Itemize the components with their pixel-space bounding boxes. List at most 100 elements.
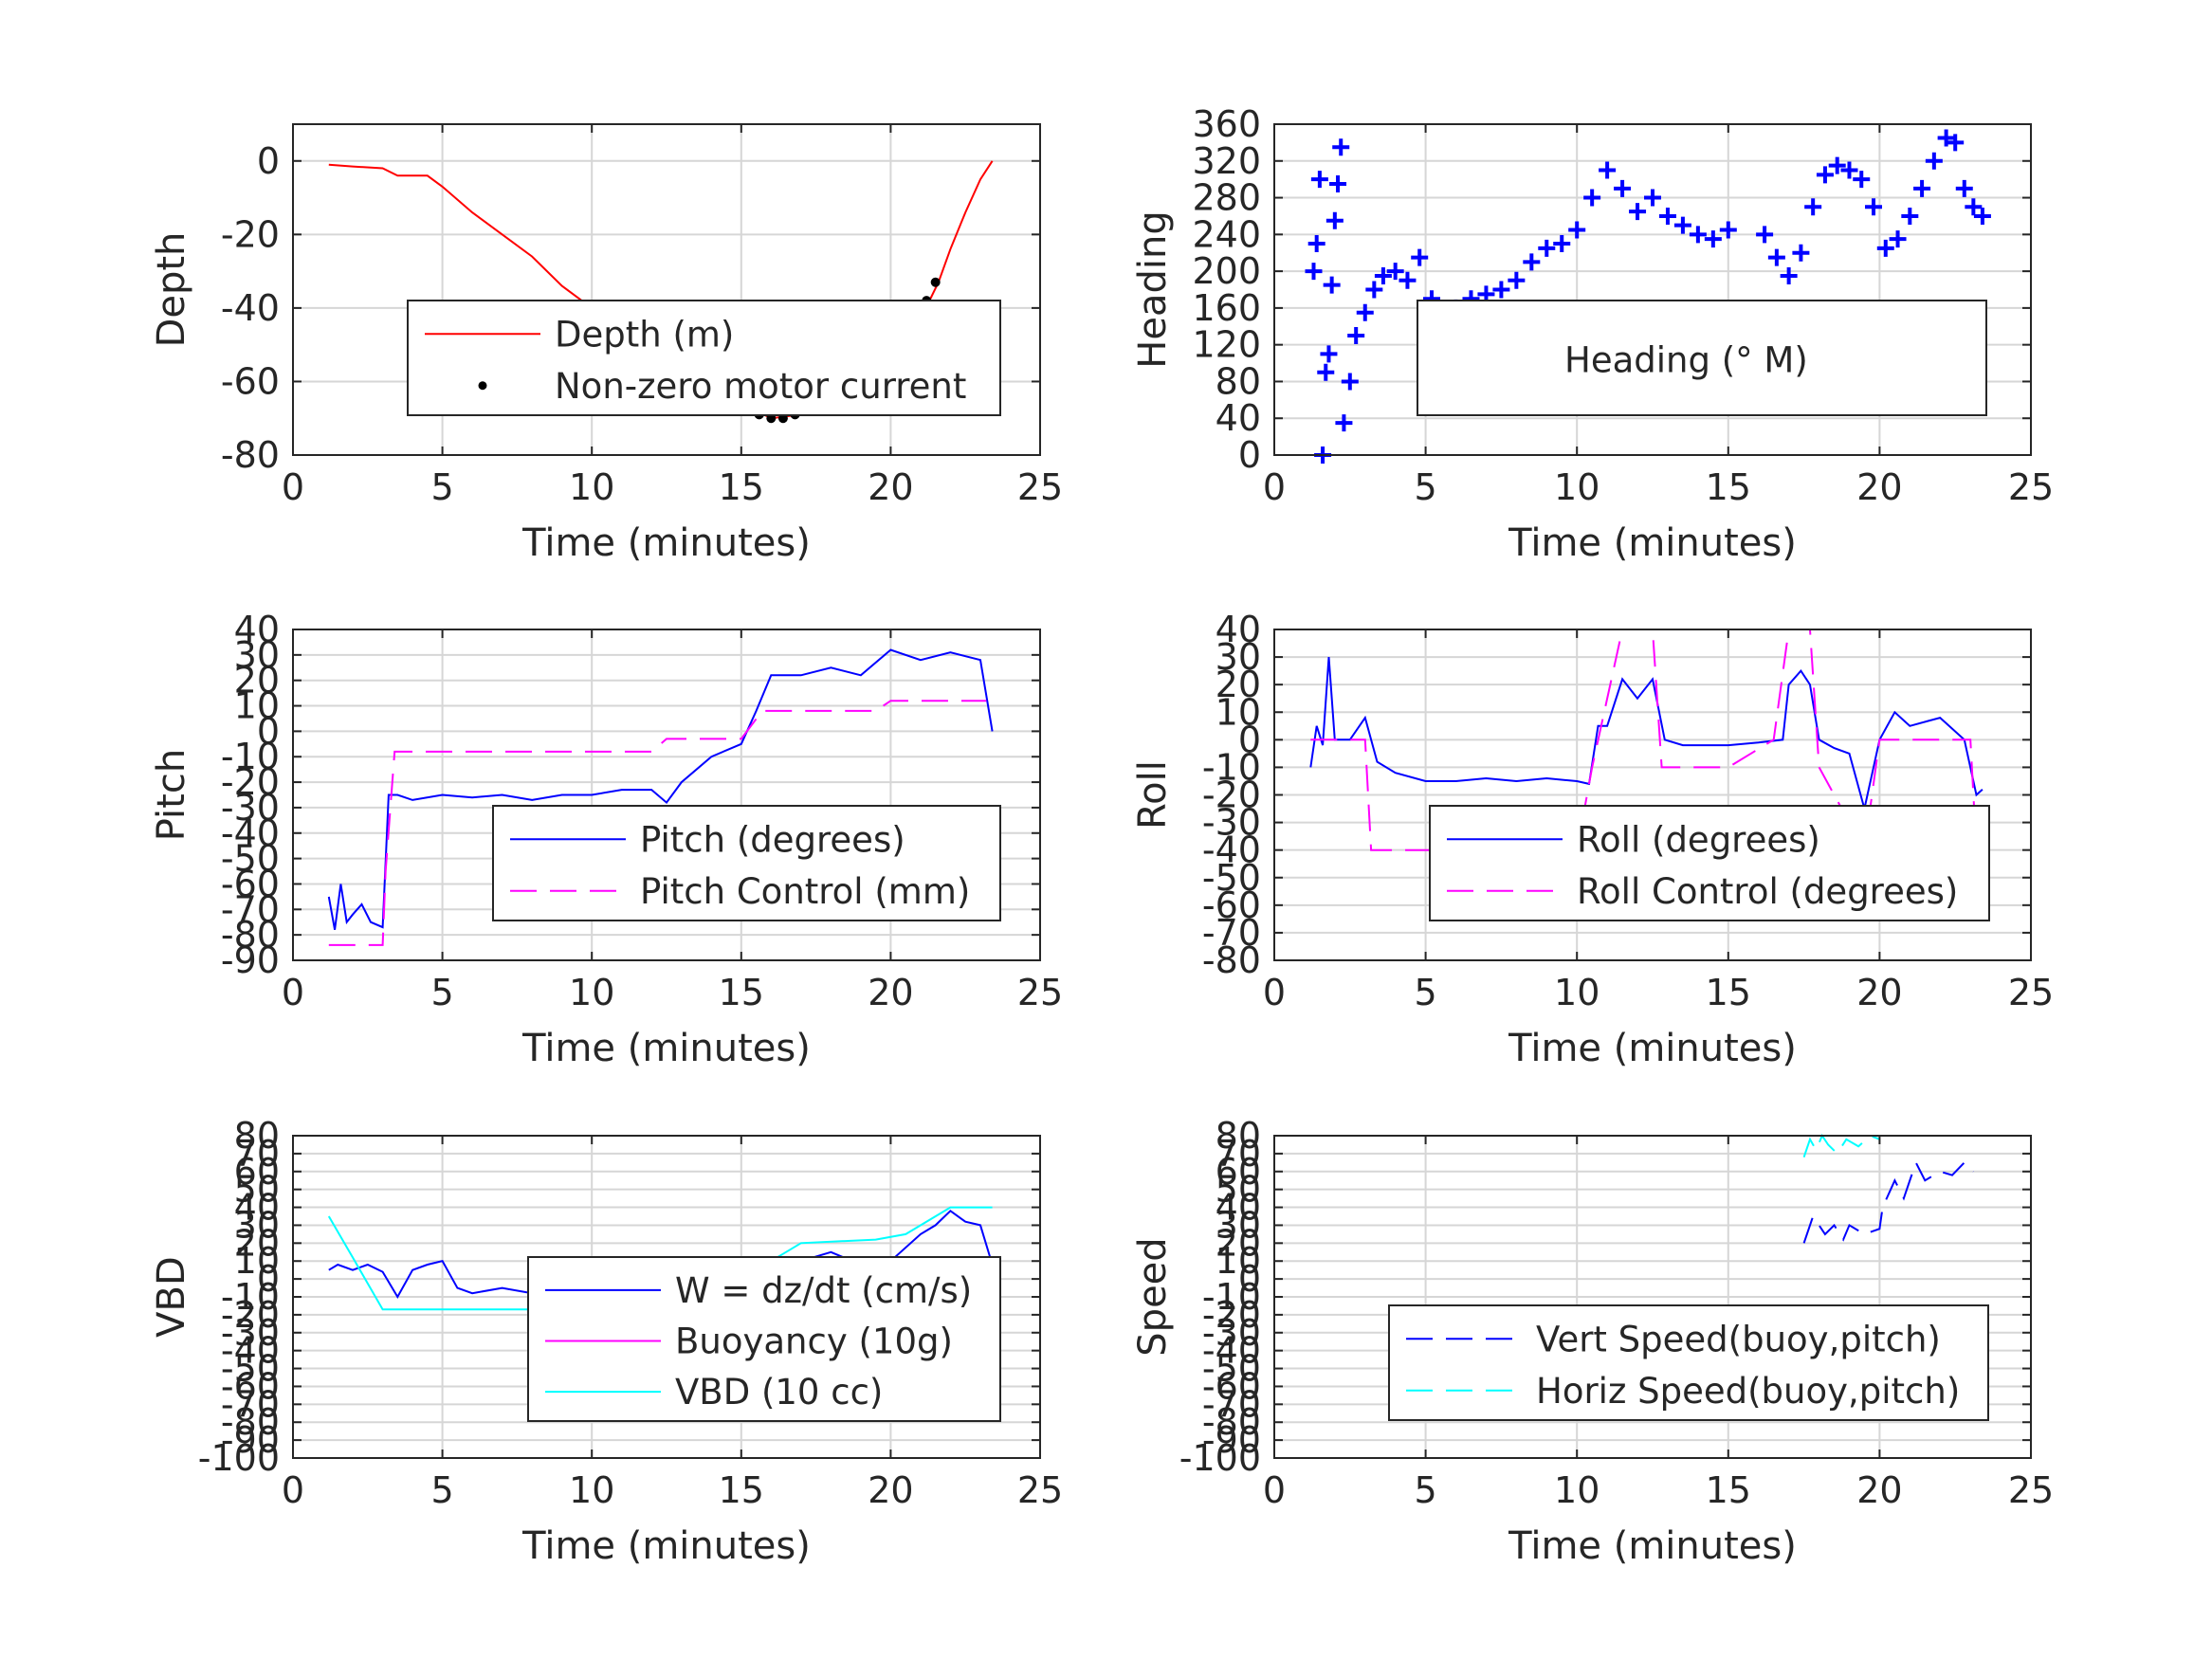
y-tick-label: -80 [221,434,280,476]
heading-point [1644,189,1661,207]
heading-point [1599,161,1617,179]
y-tick-label: -20 [1202,775,1261,816]
y-tick-label: 30 [234,1204,280,1246]
heading-point [1320,345,1338,363]
legend-label: W = dz/dt (cm/s) [675,1270,972,1311]
x-tick-label: 20 [1856,466,1902,508]
heading-point [1756,226,1774,244]
y-tick-label: -70 [221,1383,280,1425]
heading-point [1398,271,1417,289]
heading-point [1310,171,1328,189]
legend-label: Vert Speed(buoy,pitch) [1536,1319,1941,1359]
x-tick-label: 15 [719,1469,764,1511]
y-tick-label: 10 [234,1240,280,1282]
y-tick-label: 0 [257,140,280,182]
x-tick-label: 25 [1017,466,1063,508]
y-tick-label: 0 [257,1258,280,1300]
series-line-2 [1310,629,1978,853]
y-tick-label: -70 [221,888,280,930]
y-tick-label: 240 [1192,213,1261,255]
y-tick-label: 50 [234,1169,280,1211]
heading-point [1925,152,1943,170]
heading-point [1305,263,1323,281]
y-tick-label: -20 [1202,1294,1261,1336]
y-tick-label: 50 [1216,1169,1261,1211]
x-tick-label: 5 [1415,1469,1437,1511]
y-tick-label: -50 [221,838,280,880]
x-tick-label: 25 [1017,1469,1063,1511]
y-tick-label: 30 [234,634,280,676]
y-tick-label: -60 [221,360,280,402]
heading-point [1568,221,1586,239]
y-tick-label: -30 [221,787,280,829]
heading-point [1689,226,1707,244]
series-line-1 [1802,1159,1975,1244]
y-tick-label: 20 [1216,664,1261,705]
legend-label: Heading (° M) [1564,340,1808,381]
x-tick-label: 0 [1263,466,1286,508]
y-tick-label: 20 [234,660,280,702]
x-tick-label: 15 [719,972,764,1013]
heading-point [1973,207,1991,225]
y-tick-label: -10 [221,736,280,777]
y-tick-label: -90 [221,1419,280,1461]
legend-box [492,805,1001,921]
y-tick-label: -90 [221,939,280,981]
subplot-6: 0 5 10 15 20 2580706050403020100-10-20-30-40-… [1131,1115,2054,1568]
legend-label: Depth (m) [555,314,734,355]
heading-point [1901,207,1919,225]
y-tick-label: 10 [1216,691,1261,733]
x-tick-label: 20 [868,1469,913,1511]
y-tick-label: 10 [234,685,280,727]
y-axis-label: Heading [1131,210,1175,368]
y-tick-label: 10 [1216,1240,1261,1282]
heading-point [1492,281,1510,299]
heading-point [1792,244,1810,262]
x-tick-label: 20 [1856,972,1902,1013]
y-tick-label: 30 [1216,636,1261,678]
x-axis-label: Time (minutes) [1508,1524,1797,1568]
x-tick-label: 15 [1706,972,1751,1013]
x-tick-label: 10 [1554,1469,1600,1511]
y-tick-label: -40 [221,1330,280,1372]
y-tick-label: -40 [221,812,280,854]
heading-point [1356,303,1374,321]
y-tick-label: -80 [221,914,280,956]
y-tick-label: -60 [1202,884,1261,926]
y-axis-label: Speed [1131,1237,1175,1356]
x-tick-label: 10 [569,972,614,1013]
heading-point [1583,189,1601,207]
legend: Depth (m) Non-zero motor current [407,300,1001,416]
x-tick-label: 5 [431,466,454,508]
y-tick-label: 120 [1192,324,1261,366]
heading-point [1853,171,1871,189]
heading-point [1386,263,1404,281]
y-tick-label: 70 [234,1133,280,1175]
y-tick-label: -20 [221,213,280,255]
y-tick-label: 0 [1238,1258,1261,1300]
y-tick-label: -100 [1179,1437,1261,1479]
y-tick-label: 60 [1216,1151,1261,1193]
legend-label: Non-zero motor current [555,366,966,407]
heading-point [1553,235,1571,253]
y-tick-label: 20 [1216,1222,1261,1264]
legend: W = dz/dt (cm/s) Buoyancy (10g) VBD (10 cc… [527,1256,1001,1422]
y-tick-label: -30 [221,1312,280,1354]
heading-point [1937,129,1955,147]
series-line-1 [327,648,994,930]
y-tick-label: -10 [1202,1276,1261,1318]
heading-point [1955,179,1973,197]
series-line-1 [1309,657,1983,810]
x-tick-label: 25 [2008,466,2054,508]
x-tick-label: 0 [282,1469,304,1511]
legend: Vert Speed(buoy,pitch) Horiz Speed(buoy,p… [1388,1304,1989,1421]
heading-point [1658,207,1676,225]
heading-point [1876,239,1894,257]
y-tick-label: -60 [221,863,280,904]
axes-frame [1273,123,2032,456]
heading-point [1523,253,1541,271]
legend-box [407,300,1001,416]
x-tick-label: 10 [569,1469,614,1511]
legend-box [1417,300,1987,416]
